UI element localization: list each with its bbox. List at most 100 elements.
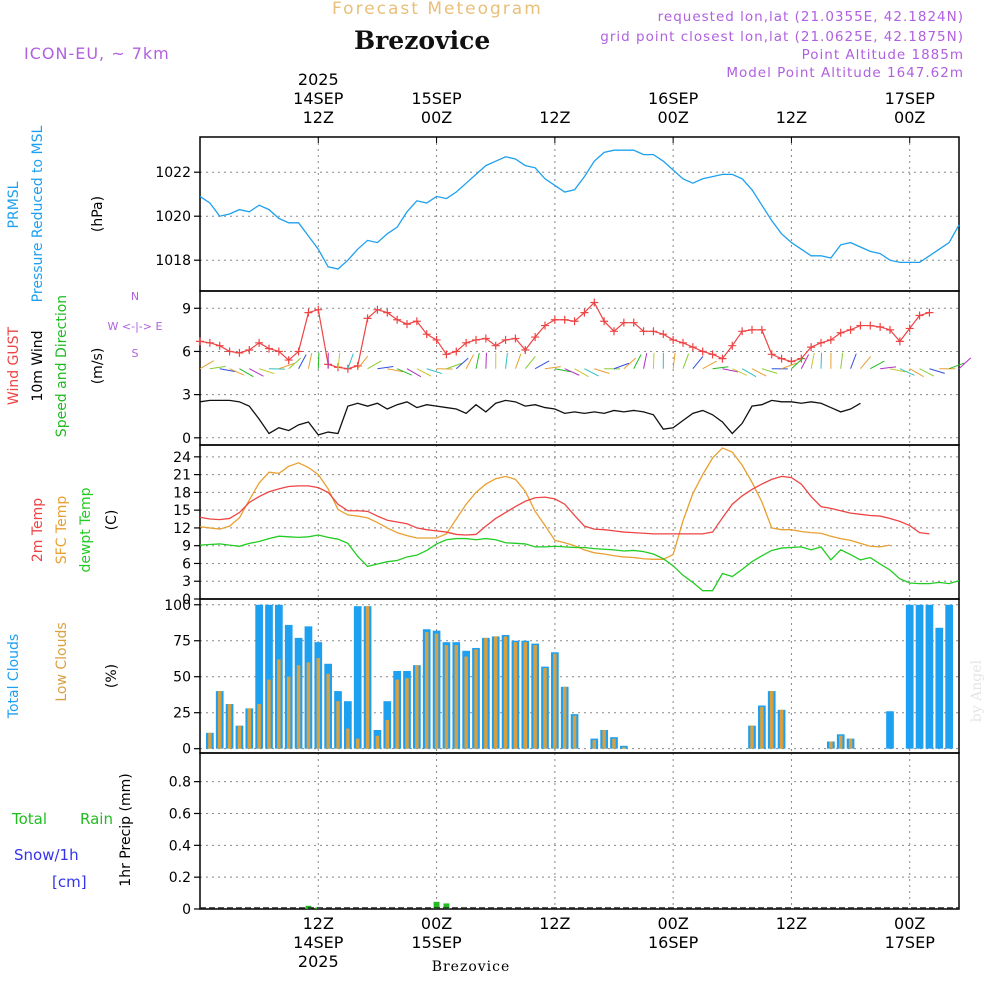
low-cloud-bar <box>474 649 478 749</box>
gust-marker <box>629 318 638 327</box>
gust-marker <box>481 334 490 343</box>
wind-speed-line <box>199 399 861 436</box>
time-label-bottom: 17SEP <box>885 933 936 952</box>
time-label-bottom: 14SEP <box>293 933 344 952</box>
low-cloud-bar <box>543 668 547 749</box>
total-cloud-bar <box>886 711 894 749</box>
time-label-top: 15SEP <box>411 89 462 108</box>
time-label-bottom: 2025 <box>298 952 339 971</box>
temp-2m-label: 2m Temp <box>30 498 46 562</box>
y-tick-label: 9 <box>182 539 191 555</box>
wind-direction-arrow <box>524 355 536 370</box>
wind-direction-arrow <box>929 368 945 374</box>
gust-marker <box>580 308 589 317</box>
low-cloud-bar <box>829 741 833 749</box>
pressure-label: Pressure Reduced to MSL <box>30 125 46 302</box>
wind-direction-arrow <box>505 352 508 369</box>
y-tick-label: 50 <box>173 670 191 686</box>
location-title: Brezovice <box>354 26 491 55</box>
wind-direction-arrow <box>307 352 313 369</box>
low-cloud-bar <box>464 656 468 749</box>
wind-direction-arrow <box>584 368 599 377</box>
y-tick-label: 0 <box>182 592 191 608</box>
low-cloud-bar <box>346 728 350 749</box>
gust-marker <box>265 344 273 353</box>
y-tick-label: 6 <box>182 556 191 572</box>
gust-marker <box>817 338 825 347</box>
gust-marker <box>767 350 776 359</box>
time-label-top: 16SEP <box>648 89 699 108</box>
wind-direction-arrow <box>288 357 302 370</box>
wind-direction-arrow <box>229 368 245 376</box>
y-tick-label: 9 <box>182 301 191 317</box>
point-altitude: Point Altitude 1885m <box>801 47 964 63</box>
y-tick-label: 12 <box>173 521 191 537</box>
gust-marker <box>442 350 451 359</box>
gust-marker <box>639 327 648 336</box>
low-cloud-bar <box>375 735 380 749</box>
wind-direction-arrow <box>367 360 382 370</box>
gust-marker <box>521 346 530 355</box>
wind-direction-arrow <box>514 353 522 369</box>
gust-marker <box>304 308 313 317</box>
panel-frame <box>199 290 960 446</box>
sfc-temp-line <box>199 447 891 560</box>
legend-snow-unit: [cm] <box>52 873 87 891</box>
time-label-bottom: 00Z <box>657 914 688 933</box>
wind-direction-arrow <box>761 368 778 374</box>
gust-marker <box>728 341 737 350</box>
wind-direction-arrow <box>633 354 642 369</box>
wind-direction-arrow <box>880 366 897 370</box>
gust-marker <box>560 315 569 324</box>
wind-direction-arrow <box>347 353 354 369</box>
gust-marker <box>294 347 303 356</box>
gust-marker <box>895 337 904 346</box>
compass-north: N <box>131 290 139 303</box>
wind-direction-arrow <box>613 362 630 370</box>
dewpoint-line <box>199 534 960 592</box>
low-cloud-bar <box>533 645 537 749</box>
gust-marker <box>807 343 816 352</box>
time-label-bottom: 00Z <box>894 914 925 933</box>
wind-direction-arrow <box>554 368 571 373</box>
gust-marker <box>826 335 835 344</box>
gust-marker <box>797 354 806 363</box>
gust-marker <box>491 341 500 350</box>
wind-direction-arrow <box>337 352 341 369</box>
low-cloud-bar <box>612 738 616 749</box>
wind-direction-arrow <box>426 368 443 375</box>
low-cloud-bar <box>237 725 242 749</box>
wind-direction-arrow <box>623 357 637 370</box>
low-cloud-bar <box>779 709 784 749</box>
total-clouds-label: Total Clouds <box>6 634 22 719</box>
gust-marker <box>422 330 431 339</box>
wind-direction-arrow <box>702 360 717 370</box>
low-cloud-bar <box>513 642 518 749</box>
low-cloud-bar <box>572 715 577 749</box>
precip-label: 1hr Precip (mm) <box>118 773 134 886</box>
wind-direction-arrow <box>465 354 475 369</box>
wind-direction-arrow <box>377 366 394 370</box>
low-cloud-bar <box>296 665 301 749</box>
y-tick-label: 75 <box>173 634 191 650</box>
y-tick-label: 18 <box>173 485 191 501</box>
wind-direction-arrow <box>948 362 965 370</box>
low-cloud-bar <box>227 704 232 749</box>
total-cloud-bar <box>344 701 352 749</box>
gust-marker <box>777 354 786 363</box>
wind-direction-arrow <box>574 368 589 378</box>
grid-point-coords: grid point closest lon,lat (21.0625E, 42… <box>600 29 964 45</box>
gust-marker <box>225 347 234 356</box>
low-clouds-label: Low Clouds <box>54 622 70 701</box>
pressure-label: PRMSL <box>6 181 22 228</box>
y-tick-label: 6 <box>182 344 191 360</box>
gust-marker <box>619 318 628 327</box>
y-tick-label: 0.2 <box>169 870 191 886</box>
wind-direction-arrow <box>209 365 226 370</box>
gust-marker <box>541 321 549 330</box>
gust-marker <box>205 338 214 347</box>
wind-direction-arrow <box>850 353 857 369</box>
low-cloud-bar <box>562 686 567 749</box>
panel-frame <box>199 752 960 910</box>
y-tick-label: 0.8 <box>169 775 191 791</box>
